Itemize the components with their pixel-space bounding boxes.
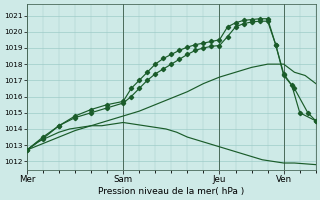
X-axis label: Pression niveau de la mer( hPa ): Pression niveau de la mer( hPa ) — [98, 187, 244, 196]
